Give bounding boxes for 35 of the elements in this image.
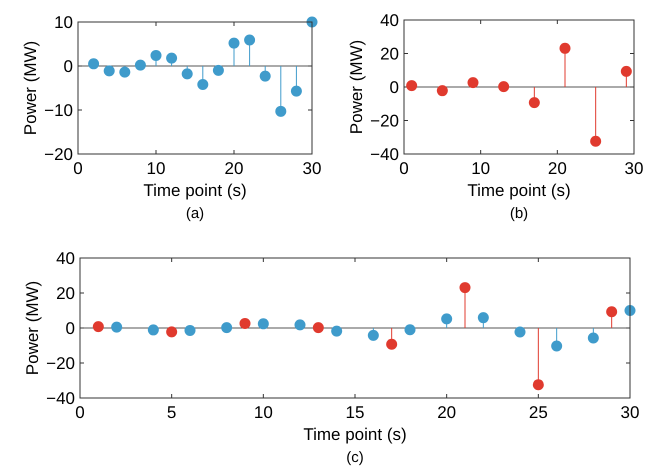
y-tick-label: −20 xyxy=(44,144,73,164)
y-tick-label: −40 xyxy=(370,144,399,164)
y-tick-label: 20 xyxy=(56,284,75,303)
y-axis-title: Power (MW) xyxy=(23,280,42,376)
x-tick-label: 5 xyxy=(166,403,176,422)
y-tick-label: 40 xyxy=(380,10,399,30)
y-tick-label: 20 xyxy=(380,44,399,64)
y-tick-label: 10 xyxy=(54,12,73,32)
y-tick-label: 0 xyxy=(64,56,73,76)
x-tick-label: 30 xyxy=(620,403,640,422)
y-axis-title: Power (MW) xyxy=(21,40,40,136)
x-axis-title: Time point (s) xyxy=(143,181,247,200)
x-tick-label: 30 xyxy=(302,159,322,178)
x-axis-title: Time point (s) xyxy=(467,181,571,200)
x-tick-label: 10 xyxy=(471,159,490,178)
y-tick-label: 0 xyxy=(390,78,399,97)
y-axis-title: Power (MW) xyxy=(347,40,366,134)
y-tick-label: 0 xyxy=(66,318,75,338)
y-tick-label: −10 xyxy=(44,100,73,120)
text: (b) xyxy=(510,205,528,222)
text: (a) xyxy=(186,205,204,222)
text: (c) xyxy=(346,449,364,466)
x-tick-label: 25 xyxy=(528,403,548,422)
x-tick-label: 10 xyxy=(254,403,273,422)
x-tick-label: 20 xyxy=(224,159,244,178)
x-tick-label: 10 xyxy=(146,159,166,178)
y-tick-label: −20 xyxy=(370,111,399,130)
y-tick-label: 40 xyxy=(56,248,75,268)
x-tick-label: 20 xyxy=(437,403,456,422)
y-tick-label: −20 xyxy=(46,354,75,373)
x-tick-label: 20 xyxy=(548,159,567,178)
x-axis-title: Time point (s) xyxy=(303,425,407,444)
x-tick-label: 15 xyxy=(346,403,364,422)
y-tick-label: −40 xyxy=(46,388,75,408)
x-tick-label: 30 xyxy=(624,159,644,178)
